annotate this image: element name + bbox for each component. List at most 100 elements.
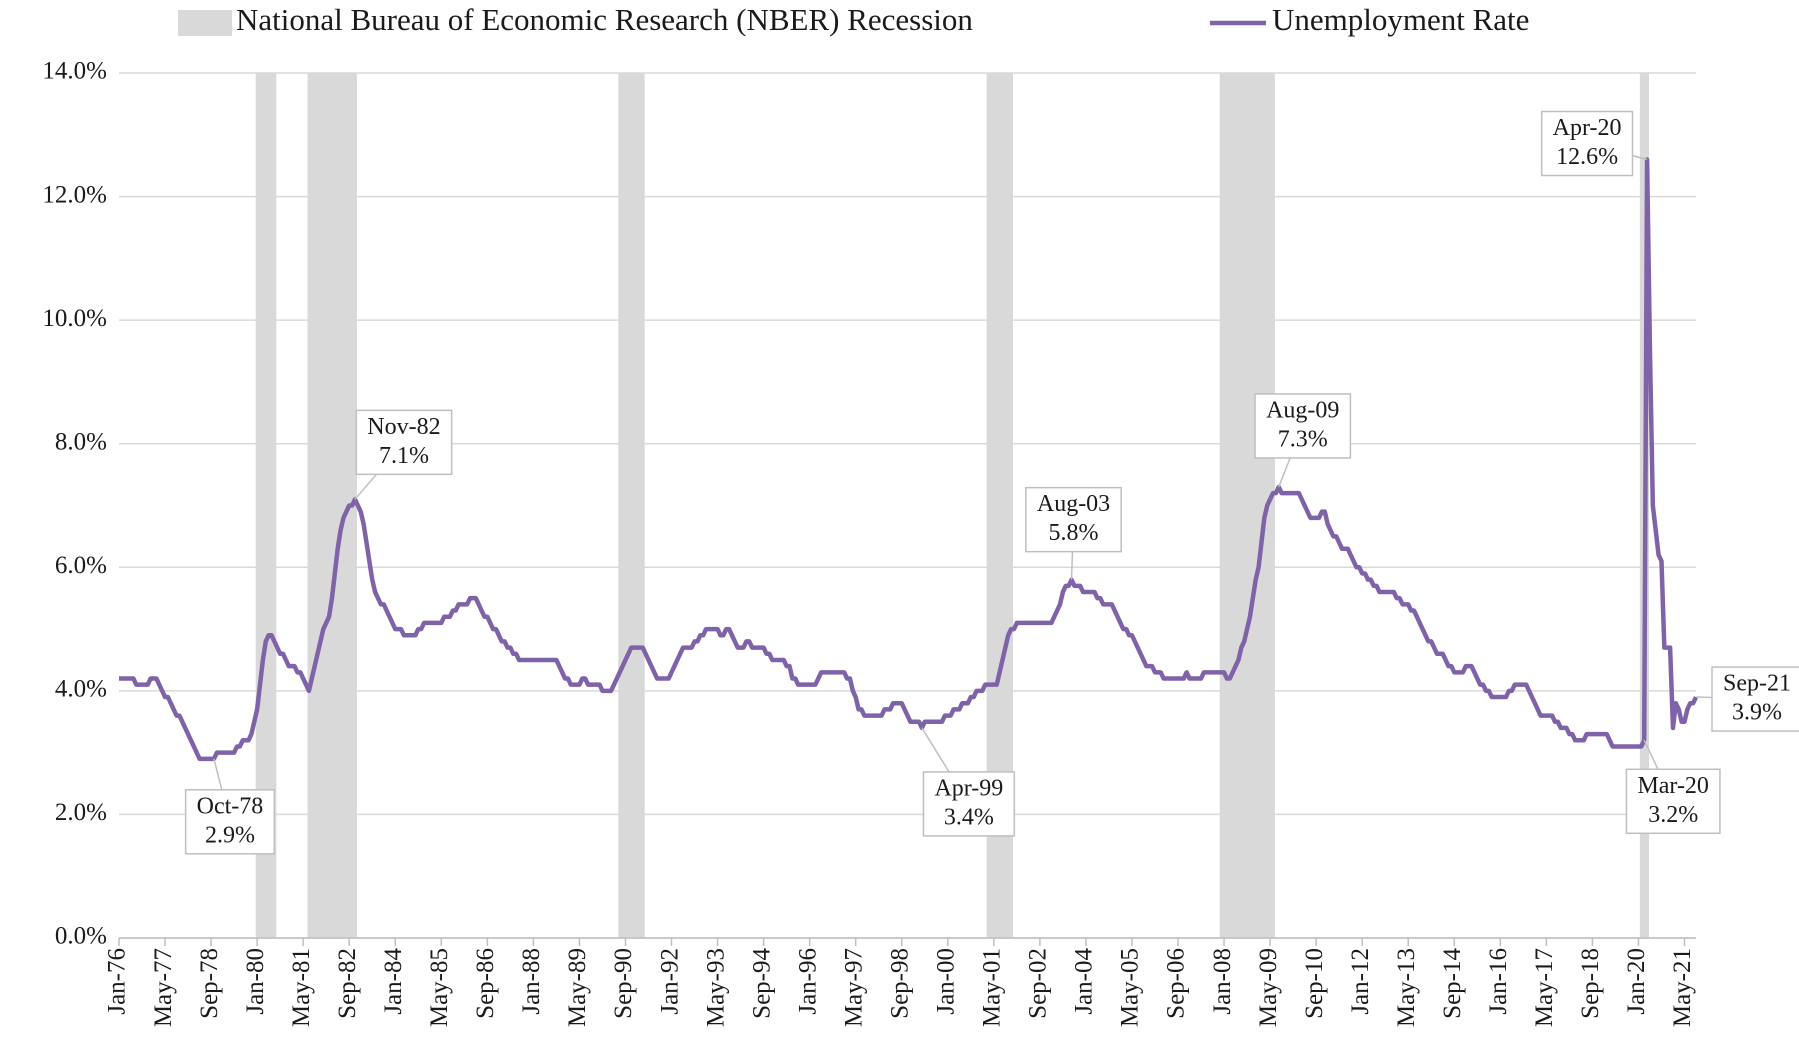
annotation-date: Aug-03 — [1037, 491, 1110, 517]
annotation-box — [1711, 666, 1799, 732]
recession-bar — [1254, 73, 1258, 938]
legend-label: National Bureau of Economic Research (NB… — [236, 2, 973, 37]
annotation-date: Apr-99 — [934, 775, 1003, 801]
recession-bar — [272, 73, 277, 938]
x-tick-label: Jan-76 — [104, 948, 131, 1015]
recession-bar — [330, 73, 334, 938]
recession-bar — [632, 73, 637, 938]
x-tick-label: Jan-84 — [380, 948, 407, 1015]
recession-bar — [261, 73, 265, 938]
annotation: Apr-99 3.4% — [921, 727, 1016, 837]
x-tick-label: May-21 — [1669, 948, 1696, 1027]
y-tick-label: 12.0% — [42, 181, 107, 208]
recession-bar — [310, 73, 314, 938]
y-tick-label: 6.0% — [55, 552, 107, 579]
annotation-box — [1254, 393, 1352, 459]
y-tick-label: 4.0% — [55, 676, 107, 703]
x-tick-label: Sep-90 — [610, 948, 637, 1019]
x-tick-label: Sep-06 — [1163, 948, 1190, 1019]
annotation-date: Apr-20 — [1553, 115, 1622, 141]
legend-swatch — [178, 10, 232, 36]
recession-bar — [353, 73, 357, 938]
annotation-value: 5.8% — [1049, 520, 1099, 546]
recession-bar — [319, 73, 323, 938]
recession-bar — [626, 73, 631, 938]
x-tick-label: May-13 — [1393, 948, 1420, 1027]
recession-bar — [1242, 73, 1247, 938]
annotation-box — [1540, 110, 1634, 177]
annotation-date: Mar-20 — [1637, 773, 1709, 799]
recession-bar — [342, 73, 346, 938]
recession-bar — [638, 73, 642, 938]
recession-bar — [989, 73, 993, 938]
annotation-value: 2.9% — [205, 822, 255, 848]
x-tick-label: Sep-86 — [472, 948, 499, 1019]
recession-bar — [333, 73, 337, 938]
recession-bar — [1268, 73, 1273, 938]
recession-bar — [1260, 73, 1264, 938]
recession-bar — [336, 73, 340, 938]
recession-bar — [998, 73, 1002, 938]
annotation-box — [1025, 486, 1122, 553]
x-tick-label: May-09 — [1255, 948, 1282, 1027]
recession-bar — [1219, 73, 1224, 938]
x-tick-label: Sep-14 — [1439, 948, 1466, 1019]
annotation-date: Nov-82 — [367, 414, 440, 440]
recession-bar — [339, 73, 343, 938]
recession-bar — [1231, 73, 1235, 938]
x-tick-label: May-97 — [840, 948, 867, 1027]
x-tick-label: Jan-08 — [1209, 948, 1236, 1015]
annotation: Aug-03 5.8% — [1025, 486, 1122, 580]
recession-bar — [324, 73, 329, 938]
x-tick-label: May-01 — [979, 948, 1006, 1027]
annotation: Sep-21 3.9% — [1695, 666, 1799, 732]
x-tick-label: May-05 — [1117, 948, 1144, 1027]
recession-bar — [621, 73, 625, 938]
recession-bar — [1225, 73, 1229, 938]
x-tick-label: May-81 — [288, 948, 315, 1027]
recession-bar — [641, 73, 645, 938]
annotation-date: Oct-78 — [197, 793, 264, 819]
x-tick-label: Sep-98 — [886, 948, 913, 1019]
y-tick-label: 14.0% — [42, 58, 107, 85]
x-tick-label: Jan-80 — [242, 948, 269, 1015]
x-tick-label: Jan-16 — [1485, 948, 1512, 1015]
recession-bar — [624, 73, 628, 938]
recession-bar — [1257, 73, 1261, 938]
annotation-value: 3.2% — [1648, 802, 1698, 828]
x-tick-label: Jan-04 — [1071, 948, 1098, 1015]
recession-bar — [1003, 73, 1008, 938]
x-tick-label: Sep-78 — [196, 948, 223, 1019]
recession-bar — [992, 73, 996, 938]
recession-bar — [1271, 73, 1275, 938]
x-tick-label: May-77 — [150, 948, 177, 1027]
recession-bar — [1234, 73, 1238, 938]
x-tick-label: Jan-20 — [1623, 948, 1650, 1015]
x-tick-label: Sep-10 — [1301, 948, 1328, 1019]
annotation-box — [922, 771, 1016, 837]
recession-bar — [986, 73, 991, 938]
x-tick-label: Sep-82 — [334, 948, 361, 1019]
annotation-value: 7.3% — [1278, 426, 1328, 452]
x-tick-label: Jan-12 — [1347, 948, 1374, 1015]
recession-bar — [316, 73, 320, 938]
annotation-date: Sep-21 — [1723, 671, 1791, 697]
unemployment-line — [119, 157, 1699, 762]
annotation: Mar-20 3.2% — [1625, 739, 1721, 835]
recession-bar — [1248, 73, 1252, 938]
recession-bar — [1228, 73, 1232, 938]
recession-bar — [1009, 73, 1014, 938]
x-tick-label: May-85 — [426, 948, 453, 1027]
recession-bar — [258, 73, 262, 938]
x-tick-label: May-93 — [702, 948, 729, 1027]
annotation-date: Aug-09 — [1266, 397, 1339, 423]
annotation-value: 3.4% — [944, 804, 994, 830]
recession-bar — [1251, 73, 1255, 938]
annotation-value: 7.1% — [379, 443, 429, 469]
recession-bar — [313, 73, 317, 938]
recession-bar — [264, 73, 268, 938]
recession-bar — [629, 73, 634, 938]
x-tick-label: Sep-02 — [1025, 948, 1052, 1019]
annotation: Nov-82 7.1% — [354, 409, 453, 500]
